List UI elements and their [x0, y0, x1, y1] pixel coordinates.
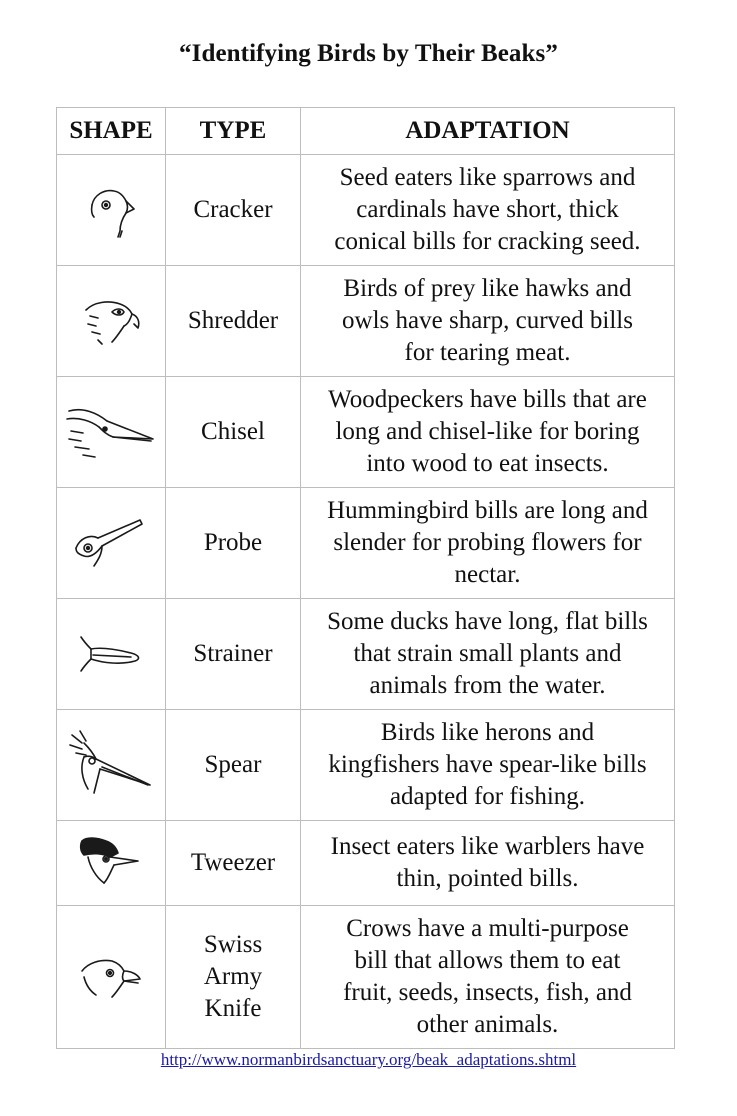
adaptation-line: nectar.: [454, 561, 521, 588]
adaptation-line: other animals.: [416, 1011, 559, 1038]
table-row: Chisel Woodpeckers have bills that are l…: [56, 376, 675, 488]
table-row: Strainer Some ducks have long, flat bill…: [56, 598, 675, 710]
adaptation-line: Birds like herons and: [380, 719, 595, 746]
adaptation-line: Birds of prey like hawks and: [343, 275, 632, 302]
table-row: Cracker Seed eaters like sparrows and ca…: [56, 154, 675, 266]
probe-beak-icon: [75, 519, 143, 567]
shape-cell: [56, 154, 166, 266]
shape-cell: [56, 709, 166, 821]
adaptation-line: animals from the water.: [369, 672, 606, 699]
type-cell: Chisel: [165, 376, 301, 488]
swiss-army-knife-beak-icon: [81, 959, 141, 998]
shredder-beak-icon: [85, 301, 140, 345]
beak-table: SHAPE TYPE ADAPTATION Cracker Seed eater…: [56, 107, 675, 1049]
adaptation-line: Some ducks have long, flat bills: [327, 608, 648, 635]
adaptation-line: Woodpeckers have bills that are: [328, 386, 647, 413]
adaptation-line: slender for probing flowers for: [333, 529, 642, 556]
adaptation-line: Seed eaters like sparrows and: [339, 164, 636, 191]
adaptation-cell: Seed eaters like sparrows and cardinals …: [300, 154, 675, 266]
page-title: “Identifying Birds by Their Beaks”: [179, 40, 558, 67]
shape-cell: [56, 905, 166, 1049]
adaptation-line: for tearing meat.: [404, 339, 571, 366]
table-row: Shredder Birds of prey like hawks and ow…: [56, 265, 675, 377]
chisel-beak-icon: [66, 408, 154, 458]
type-line: Swiss: [203, 931, 263, 958]
table-header-row: SHAPE TYPE ADAPTATION: [56, 107, 675, 155]
cracker-beak-icon: [90, 189, 135, 238]
adaptation-cell: Hummingbird bills are long and slender f…: [300, 487, 675, 599]
header-type: TYPE: [165, 107, 301, 155]
adaptation-cell: Birds of prey like hawks and owls have s…: [300, 265, 675, 377]
adaptation-line: adapted for fishing.: [389, 783, 586, 810]
adaptation-cell: Insect eaters like warblers have thin, p…: [300, 820, 675, 906]
adaptation-cell: Woodpeckers have bills that are long and…: [300, 376, 675, 488]
table-row: Spear Birds like herons and kingfishers …: [56, 709, 675, 821]
adaptation-line: thin, pointed bills.: [396, 865, 579, 892]
adaptation-line: fruit, seeds, insects, fish, and: [343, 979, 632, 1006]
strainer-beak-icon: [80, 636, 140, 672]
type-cell: Strainer: [165, 598, 301, 710]
adaptation-line: Hummingbird bills are long and: [327, 497, 648, 524]
table-row: Swiss Army Knife Crows have a multi-purp…: [56, 905, 675, 1049]
shape-cell: [56, 820, 166, 906]
source-link[interactable]: http://www.normanbirdsanctuary.org/beak_…: [160, 1050, 577, 1069]
type-line: Army: [203, 963, 263, 990]
adaptation-line: cardinals have short, thick: [356, 196, 619, 223]
adaptation-line: into wood to eat insects.: [366, 450, 609, 477]
adaptation-cell: Some ducks have long, flat bills that st…: [300, 598, 675, 710]
tweezer-beak-icon: [79, 837, 139, 884]
shape-cell: [56, 376, 166, 488]
adaptation-line: owls have sharp, curved bills: [342, 307, 633, 334]
type-line: Knife: [204, 995, 262, 1022]
adaptation-line: kingfishers have spear-like bills: [328, 751, 647, 778]
shape-cell: [56, 487, 166, 599]
shape-cell: [56, 598, 166, 710]
adaptation-line: long and chisel-like for boring: [335, 418, 640, 445]
header-adaptation: ADAPTATION: [300, 107, 675, 155]
type-cell: Tweezer: [165, 820, 301, 906]
type-cell: Probe: [165, 487, 301, 599]
adaptation-line: that strain small plants and: [353, 640, 622, 667]
type-cell: Shredder: [165, 265, 301, 377]
adaptation-line: bill that allows them to eat: [354, 947, 621, 974]
header-shape: SHAPE: [56, 107, 166, 155]
adaptation-line: conical bills for cracking seed.: [334, 228, 641, 255]
spear-beak-icon: [69, 730, 151, 794]
adaptation-line: Insect eaters like warblers have: [330, 833, 645, 860]
table-row: Tweezer Insect eaters like warblers have…: [56, 820, 675, 906]
adaptation-cell: Birds like herons and kingfishers have s…: [300, 709, 675, 821]
table-row: Probe Hummingbird bills are long and sle…: [56, 487, 675, 599]
adaptation-line: Crows have a multi-purpose: [346, 915, 629, 942]
type-cell: Cracker: [165, 154, 301, 266]
adaptation-cell: Crows have a multi-purpose bill that all…: [300, 905, 675, 1049]
type-cell: Swiss Army Knife: [165, 905, 301, 1049]
shape-cell: [56, 265, 166, 377]
type-cell: Spear: [165, 709, 301, 821]
